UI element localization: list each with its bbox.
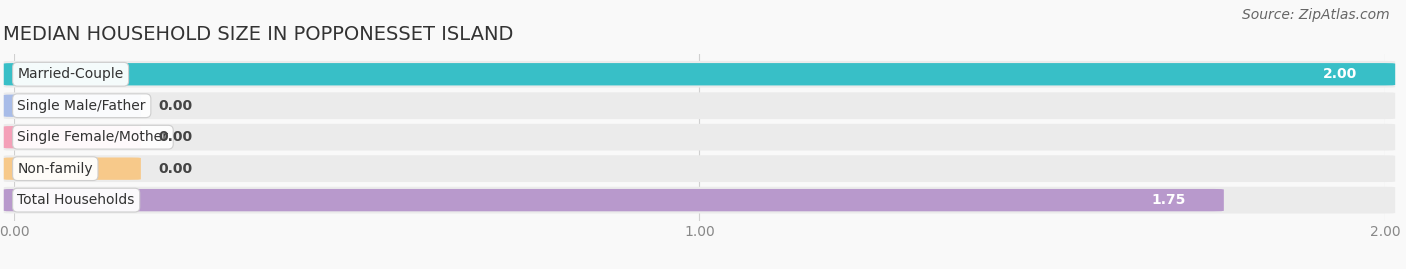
- Text: Non-family: Non-family: [17, 162, 93, 176]
- Text: 2.00: 2.00: [1323, 67, 1358, 81]
- Text: 0.00: 0.00: [157, 99, 193, 113]
- FancyBboxPatch shape: [4, 92, 1395, 119]
- FancyBboxPatch shape: [4, 94, 141, 117]
- Text: Married-Couple: Married-Couple: [17, 67, 124, 81]
- FancyBboxPatch shape: [4, 155, 1395, 182]
- Text: Single Female/Mother: Single Female/Mother: [17, 130, 169, 144]
- FancyBboxPatch shape: [4, 124, 1395, 151]
- Text: 0.00: 0.00: [157, 162, 193, 176]
- FancyBboxPatch shape: [4, 157, 141, 180]
- Text: MEDIAN HOUSEHOLD SIZE IN POPPONESSET ISLAND: MEDIAN HOUSEHOLD SIZE IN POPPONESSET ISL…: [3, 25, 513, 44]
- Text: 1.75: 1.75: [1152, 193, 1187, 207]
- FancyBboxPatch shape: [4, 61, 1395, 88]
- Text: Source: ZipAtlas.com: Source: ZipAtlas.com: [1241, 8, 1389, 22]
- FancyBboxPatch shape: [4, 189, 1223, 211]
- FancyBboxPatch shape: [4, 126, 141, 148]
- Text: 0.00: 0.00: [157, 130, 193, 144]
- FancyBboxPatch shape: [4, 187, 1395, 214]
- Text: Total Households: Total Households: [17, 193, 135, 207]
- FancyBboxPatch shape: [4, 63, 1395, 86]
- Text: Single Male/Father: Single Male/Father: [17, 99, 146, 113]
